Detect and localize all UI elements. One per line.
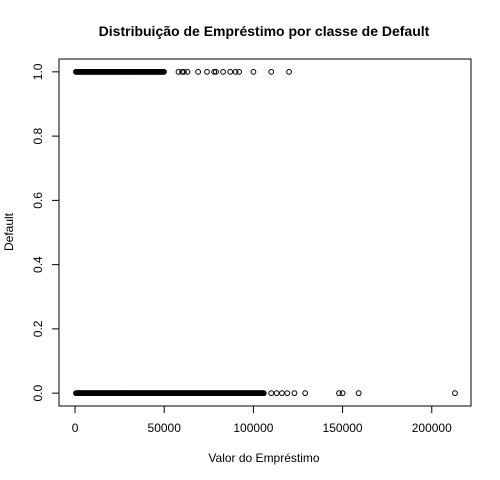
y-tick-label: 0.6 bbox=[31, 192, 45, 209]
data-point bbox=[268, 390, 275, 397]
data-point bbox=[179, 68, 185, 75]
data-points bbox=[73, 68, 458, 397]
y-tick-label: 0.8 bbox=[31, 127, 45, 144]
data-point bbox=[220, 68, 226, 75]
data-point bbox=[336, 390, 342, 397]
x-tick-label: 50000 bbox=[148, 421, 182, 435]
data-point bbox=[227, 68, 234, 75]
x-tick-label: 0 bbox=[72, 421, 79, 435]
data-point bbox=[452, 390, 458, 397]
data-point bbox=[184, 68, 191, 75]
data-point bbox=[302, 390, 309, 397]
chart-title: Distribuição de Empréstimo por classe de… bbox=[99, 23, 430, 39]
y-axis: 0.0 0.2 0.4 0.6 0.8 1.0 bbox=[31, 63, 60, 401]
data-point bbox=[204, 68, 210, 75]
data-point bbox=[213, 68, 219, 75]
data-point bbox=[286, 68, 292, 75]
y-tick-label: 0.2 bbox=[31, 320, 45, 337]
data-point bbox=[260, 390, 267, 397]
plot-frame bbox=[58, 58, 472, 407]
y-tick-label: 0.0 bbox=[31, 384, 45, 401]
data-point bbox=[195, 68, 202, 75]
data-point bbox=[339, 390, 346, 397]
data-point bbox=[291, 390, 298, 397]
data-point bbox=[284, 390, 291, 397]
data-point bbox=[236, 68, 243, 75]
x-tick-label: 150000 bbox=[323, 421, 363, 435]
data-point bbox=[273, 390, 280, 397]
data-point bbox=[180, 68, 187, 75]
y-tick-label: 0.4 bbox=[31, 256, 45, 273]
data-point bbox=[268, 68, 275, 75]
x-tick-label: 100000 bbox=[233, 421, 273, 435]
data-point bbox=[175, 68, 182, 75]
x-axis: 0 50000 100000 150000 200000 bbox=[72, 405, 452, 435]
data-point bbox=[250, 68, 257, 75]
x-axis-label: Valor do Empréstimo bbox=[208, 451, 319, 465]
data-point bbox=[161, 68, 167, 75]
x-tick-label: 200000 bbox=[412, 421, 452, 435]
data-point bbox=[211, 68, 218, 75]
y-axis-label: Default bbox=[2, 212, 16, 251]
data-point bbox=[279, 390, 285, 397]
data-point bbox=[232, 68, 239, 75]
y-tick-label: 1.0 bbox=[31, 63, 45, 80]
data-point bbox=[355, 390, 362, 397]
